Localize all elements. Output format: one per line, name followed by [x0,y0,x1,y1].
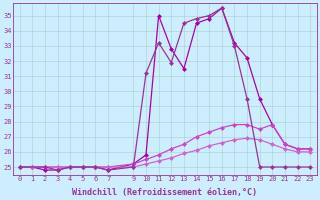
X-axis label: Windchill (Refroidissement éolien,°C): Windchill (Refroidissement éolien,°C) [72,188,258,197]
